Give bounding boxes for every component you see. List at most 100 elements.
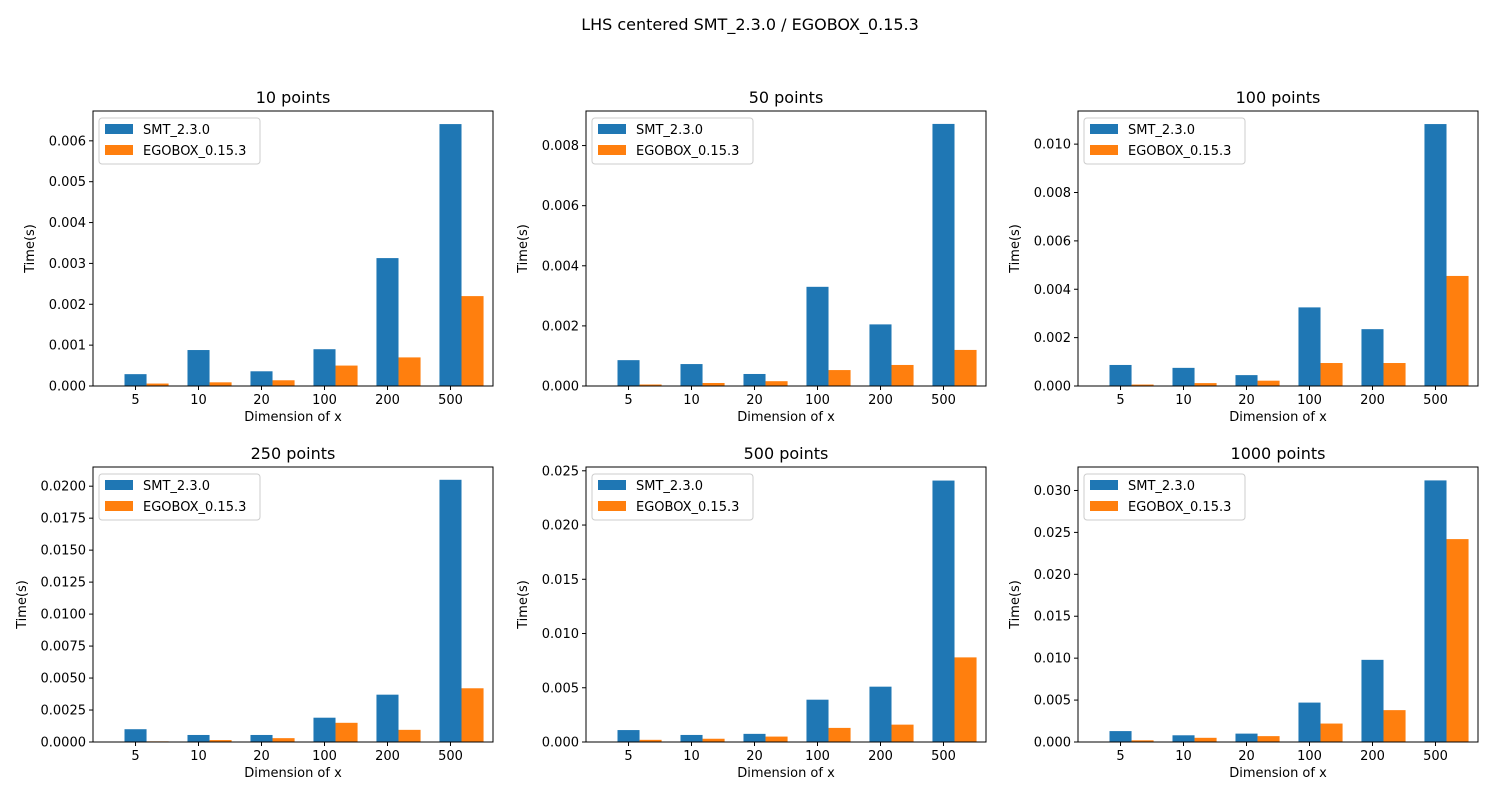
x-tick-label: 10 (683, 749, 700, 764)
legend-label-smt: SMT_2.3.0 (1128, 479, 1195, 494)
y-tick-label: 0.004 (1034, 283, 1071, 298)
y-tick-label: 0.015 (1034, 610, 1071, 625)
y-tick-label: 0.008 (1034, 186, 1071, 201)
legend-swatch-egobox (1090, 501, 1118, 511)
y-tick-label: 0.010 (542, 627, 579, 642)
legend-box (98, 473, 261, 521)
bar-egobox-20 (765, 736, 788, 742)
y-tick-label: 0.0125 (41, 576, 87, 591)
bar-smt-5 (1109, 364, 1132, 386)
y-tick-label: 0.0100 (41, 608, 87, 623)
legend-swatch-smt (1090, 480, 1118, 490)
legend-label-egobox: EGOBOX_0.15.3 (1128, 144, 1231, 159)
legend-box (1083, 473, 1246, 521)
bar-egobox-10 (702, 738, 725, 742)
x-tick-label: 5 (1116, 749, 1124, 764)
y-axis-label: Time(s) (15, 580, 30, 630)
bar-egobox-100 (335, 365, 358, 386)
bar-smt-10 (187, 734, 210, 742)
subplot-4: 5 10 20 100 200 500 0.0000 0.0025 0.0050 0.0075 0.… (15, 444, 494, 781)
bar-egobox-100 (828, 370, 851, 386)
legend-label-smt: SMT_2.3.0 (143, 479, 210, 494)
subplot-2: 5 10 20 100 200 500 0.000 0.002 0.004 0.006 0.008 5… (516, 88, 987, 425)
subplot-title: 50 points (749, 88, 824, 107)
bar-smt-100 (313, 717, 336, 742)
x-tick-label: 5 (131, 749, 139, 764)
x-tick-label: 10 (1175, 749, 1192, 764)
legend-label-egobox: EGOBOX_0.15.3 (636, 500, 739, 515)
x-tick-label: 20 (1238, 393, 1255, 408)
y-tick-label: 0.020 (542, 519, 579, 534)
bar-egobox-10 (1194, 737, 1217, 742)
y-axis-label: Time(s) (1008, 224, 1023, 274)
x-tick-label: 20 (253, 393, 270, 408)
y-tick-label: 0.008 (542, 139, 579, 154)
x-tick-label: 10 (683, 393, 700, 408)
x-axis-label: Dimension of x (1229, 410, 1327, 425)
y-tick-label: 0.001 (49, 339, 86, 354)
bar-egobox-100 (1320, 363, 1343, 386)
legend-label-egobox: EGOBOX_0.15.3 (636, 144, 739, 159)
bar-smt-200 (869, 686, 892, 742)
y-tick-label: 0.020 (1034, 568, 1071, 583)
bar-smt-500 (1424, 480, 1447, 742)
bar-smt-500 (439, 479, 462, 742)
bar-egobox-10 (1194, 383, 1217, 386)
legend-swatch-egobox (598, 501, 626, 511)
bar-egobox-10 (702, 382, 725, 386)
bar-egobox-200 (398, 729, 421, 742)
y-tick-label: 0.006 (49, 134, 86, 149)
legend: SMT_2.3.0 EGOBOX_0.15.3 (98, 117, 261, 165)
legend-box (591, 117, 754, 165)
y-tick-label: 0.002 (1034, 331, 1071, 346)
x-tick-label: 10 (190, 749, 207, 764)
bar-egobox-500 (1446, 539, 1469, 742)
x-tick-label: 100 (312, 749, 337, 764)
subplot-grid: 5 10 20 100 200 500 0.000 0.001 0.002 0.003 0.004 0… (15, 88, 1479, 781)
legend-label-smt: SMT_2.3.0 (636, 479, 703, 494)
bar-smt-500 (932, 123, 955, 387)
axes-frame (92, 466, 494, 743)
y-tick-label: 0.004 (49, 216, 86, 231)
x-tick-label: 200 (375, 393, 400, 408)
legend-swatch-egobox (1090, 145, 1118, 155)
y-tick-label: 0.015 (542, 573, 579, 588)
legend-swatch-smt (105, 480, 133, 490)
legend-label-smt: SMT_2.3.0 (1128, 123, 1195, 138)
axes-frame (1077, 466, 1479, 743)
x-tick-label: 500 (1423, 393, 1448, 408)
legend-swatch-smt (1090, 124, 1118, 134)
x-axis-label: Dimension of x (244, 410, 342, 425)
bar-smt-200 (1361, 659, 1384, 742)
y-tick-label: 0.0200 (41, 480, 87, 495)
x-axis-label: Dimension of x (244, 766, 342, 781)
subplot-title: 1000 points (1231, 444, 1326, 463)
legend-box (98, 117, 261, 165)
x-tick-label: 200 (868, 749, 893, 764)
x-tick-label: 500 (438, 393, 463, 408)
legend-label-egobox: EGOBOX_0.15.3 (143, 500, 246, 515)
y-tick-label: 0.005 (542, 681, 579, 696)
y-tick-label: 0.000 (1034, 380, 1071, 395)
legend-swatch-smt (105, 124, 133, 134)
legend-box (1083, 117, 1246, 165)
x-tick-label: 200 (1360, 393, 1385, 408)
bar-egobox-5 (639, 739, 662, 742)
bar-smt-200 (1361, 329, 1384, 386)
legend: SMT_2.3.0 EGOBOX_0.15.3 (98, 473, 261, 521)
bar-smt-5 (617, 360, 640, 386)
x-tick-label: 200 (868, 393, 893, 408)
x-tick-label: 10 (1175, 393, 1192, 408)
subplot-1: 5 10 20 100 200 500 0.000 0.001 0.002 0.003 0.004 0… (23, 88, 494, 425)
bar-smt-500 (1424, 124, 1447, 386)
bar-smt-20 (743, 733, 766, 742)
x-tick-label: 500 (1423, 749, 1448, 764)
bar-smt-10 (680, 734, 703, 742)
bar-smt-100 (806, 286, 829, 386)
bar-smt-20 (1235, 375, 1258, 386)
legend: SMT_2.3.0 EGOBOX_0.15.3 (1083, 473, 1246, 521)
y-tick-label: 0.006 (1034, 234, 1071, 249)
bar-egobox-5 (639, 384, 662, 386)
bar-smt-10 (1172, 367, 1195, 386)
